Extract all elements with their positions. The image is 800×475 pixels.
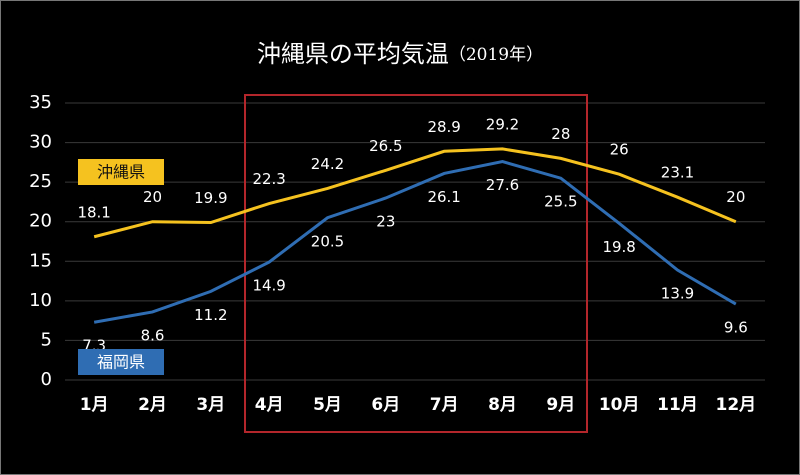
value-label: 25.5 [544, 193, 577, 211]
value-label: 19.8 [602, 238, 635, 256]
value-label: 11.2 [194, 306, 227, 324]
x-tick-label: 9月 [546, 395, 575, 415]
value-label: 22.3 [252, 170, 285, 188]
value-label: 14.9 [252, 277, 285, 295]
y-tick-label: 10 [29, 290, 52, 311]
legend-swatch [78, 349, 164, 375]
legend-swatch [78, 159, 164, 185]
y-tick-label: 15 [29, 250, 52, 271]
x-tick-label: 7月 [430, 395, 459, 415]
value-label: 19.9 [194, 189, 227, 207]
series-line [93, 147, 737, 239]
legend-label: 沖縄県 [97, 163, 145, 182]
x-tick-label: 11月 [657, 395, 698, 415]
value-label: 20.5 [311, 232, 344, 250]
value-label: 18.1 [77, 203, 110, 221]
value-label: 24.2 [311, 155, 344, 173]
highlight-box [244, 94, 588, 433]
value-label: 13.9 [661, 284, 694, 302]
x-tick-label: 12月 [715, 395, 756, 415]
x-tick-label: 8月 [488, 395, 517, 415]
value-label: 8.6 [141, 326, 165, 344]
x-tick-label: 6月 [371, 395, 400, 415]
y-tick-label: 35 [29, 92, 52, 113]
value-label: 20 [143, 188, 162, 206]
x-tick-label: 5月 [313, 395, 342, 415]
value-label: 20 [726, 188, 745, 206]
chart-subtitle: （2019年） [449, 45, 543, 65]
x-tick-label: 2月 [138, 395, 167, 415]
value-label: 23.1 [661, 164, 694, 182]
y-tick-label: 5 [41, 329, 52, 350]
x-tick-label: 1月 [80, 395, 109, 415]
value-label: 26 [610, 141, 629, 159]
value-label: 26.1 [427, 188, 460, 206]
value-label: 29.2 [486, 115, 519, 133]
value-label: 26.5 [369, 137, 402, 155]
value-label: 28.9 [427, 118, 460, 136]
x-tick-label: 4月 [255, 395, 284, 415]
y-tick-label: 25 [29, 171, 52, 192]
series-line [93, 160, 737, 324]
value-label: 27.6 [486, 176, 519, 194]
legend-label: 福岡県 [97, 353, 145, 372]
y-tick-label: 0 [41, 369, 52, 390]
y-tick-label: 30 [29, 132, 52, 153]
chart-title-group: 沖縄県の平均気温（2019年） [257, 40, 543, 68]
y-tick-label: 20 [29, 211, 52, 232]
chart-title: 沖縄県の平均気温 [257, 40, 449, 68]
value-label: 28 [551, 125, 570, 143]
x-tick-label: 3月 [196, 395, 225, 415]
value-label: 23 [376, 212, 395, 230]
value-label: 9.6 [724, 319, 748, 337]
x-tick-label: 10月 [599, 395, 640, 415]
